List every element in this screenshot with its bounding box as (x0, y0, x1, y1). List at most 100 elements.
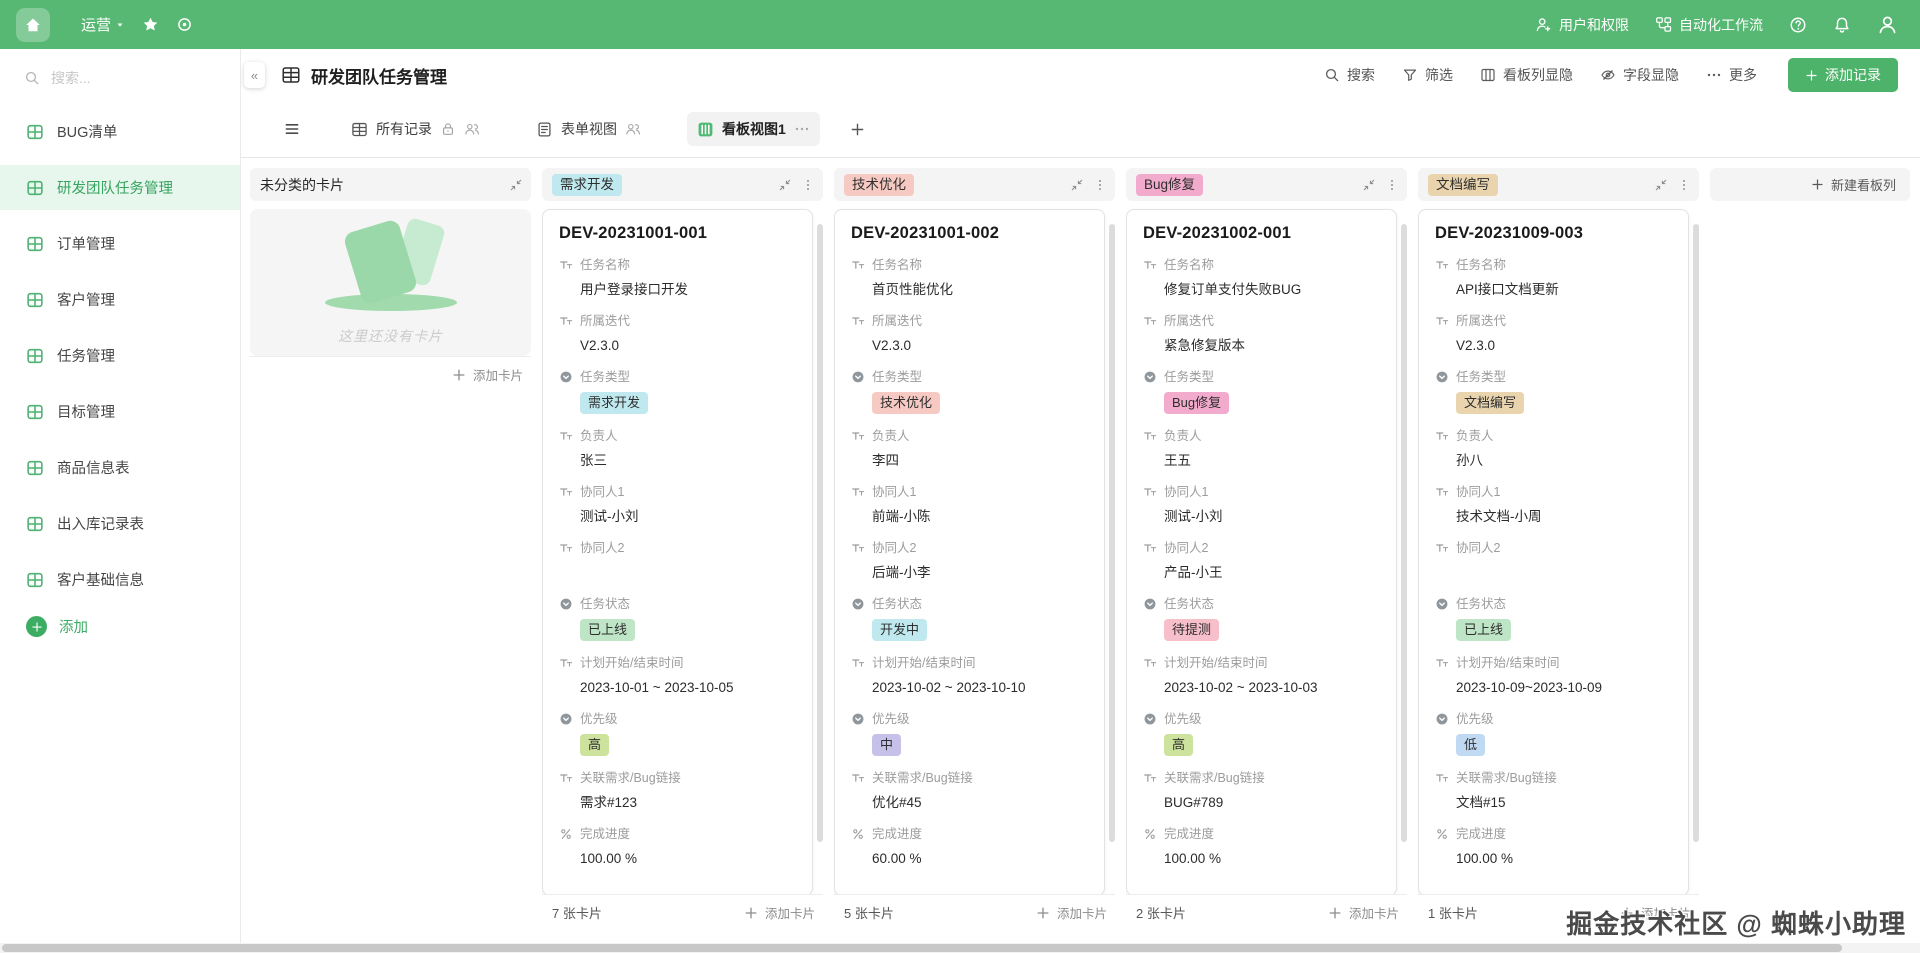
sidebar-item[interactable]: 客户管理 (0, 277, 240, 322)
card-field: 协同人2 (1435, 540, 1672, 582)
sidebar-item[interactable]: 客户基础信息 (0, 557, 240, 602)
view-tab[interactable]: 看板视图1 (687, 112, 820, 146)
column-footer: 1 张卡片 添加卡片 (1418, 894, 1699, 930)
select-field-icon (1435, 597, 1449, 611)
view-tab[interactable]: 所有记录 (341, 112, 490, 146)
task-card[interactable]: DEV-20231002-001 任务名称 修复订单支付失败BUG 所属迭代 紧急修复版… (1126, 209, 1397, 894)
field-label: 任务状态 (1164, 597, 1215, 611)
task-card[interactable]: DEV-20231001-001 任务名称 用户登录接口开发 所属迭代 V2.3.0 任务… (542, 209, 813, 894)
collapse-column-icon[interactable] (509, 178, 523, 192)
lock-icon[interactable] (440, 121, 456, 137)
add-card-label: 添加卡片 (1056, 907, 1107, 921)
field-label: 计划开始/结束时间 (580, 656, 684, 670)
sidebar-item[interactable]: 目标管理 (0, 389, 240, 434)
field-label: 计划开始/结束时间 (872, 656, 976, 670)
topbar-menu-item[interactable]: 自动化工作流 (1655, 15, 1763, 35)
vertical-scrollbar-thumb[interactable] (817, 224, 823, 842)
sidebar-item-label: 目标管理 (57, 405, 115, 421)
user-avatar[interactable] (1877, 14, 1898, 35)
view-tab[interactable]: 表单视图 (526, 112, 651, 146)
toolbar-more-button[interactable]: 更多 (1706, 65, 1757, 85)
search-input[interactable] (51, 70, 191, 86)
card-field: 完成进度 100.00 % (1143, 826, 1380, 868)
sidebar-item[interactable]: 任务管理 (0, 333, 240, 378)
chevron-down-icon (115, 20, 125, 30)
more-icon[interactable] (794, 121, 810, 137)
field-value: 文档#15 (1456, 795, 1506, 810)
column-menu-icon[interactable] (1677, 178, 1691, 192)
task-card[interactable]: DEV-20231009-003 任务名称 API接口文档更新 所属迭代 V2.3.0 任… (1418, 209, 1689, 894)
workspace-settings-button[interactable] (176, 16, 193, 33)
add-record-button[interactable]: 添加记录 (1788, 58, 1898, 92)
sidebar-item[interactable]: 订单管理 (0, 221, 240, 266)
column-menu-icon[interactable] (1093, 178, 1107, 192)
plus-icon (1805, 69, 1818, 82)
card-field: 关联需求/Bug链接 需求#123 (559, 770, 796, 812)
column-title-chip: Bug修复 (1136, 173, 1204, 196)
sidebar-item[interactable]: 商品信息表 (0, 445, 240, 490)
add-card-button[interactable]: 添加卡片 (1328, 903, 1399, 922)
field-value: 产品-小王 (1164, 565, 1223, 580)
select-field-icon (1143, 370, 1157, 384)
field-value: 低 (1456, 734, 1672, 756)
field-value: 紧急修复版本 (1164, 338, 1245, 353)
add-card-button[interactable]: 添加卡片 (744, 903, 815, 922)
toolbar-board-button[interactable]: 看板列显隐 (1480, 65, 1573, 85)
people-icon[interactable] (625, 121, 641, 137)
vertical-scrollbar-thumb[interactable] (1693, 224, 1699, 842)
column-menu-icon[interactable] (801, 178, 815, 192)
views-menu-button[interactable] (283, 120, 301, 138)
search-icon (24, 70, 40, 86)
help-button[interactable] (1789, 16, 1807, 34)
add-card-button[interactable]: 添加卡片 (1036, 903, 1107, 922)
toolbar-search-button[interactable]: 搜索 (1324, 65, 1375, 85)
toolbar-filter-button[interactable]: 筛选 (1402, 65, 1453, 85)
workspace-switcher[interactable]: 运营 (81, 14, 125, 35)
add-view-button[interactable] (850, 122, 865, 137)
card-title: DEV-20231001-002 (851, 224, 1000, 242)
kanban-column-header: 需求开发 (542, 168, 823, 201)
sidebar-item[interactable]: 出入库记录表 (0, 501, 240, 546)
kanban-column-header: 未分类的卡片 (250, 168, 531, 201)
field-value: 60.00 % (872, 851, 922, 866)
field-label: 任务类型 (1456, 370, 1507, 384)
collapse-sidebar-button[interactable]: « (244, 62, 265, 88)
home-button[interactable] (16, 7, 50, 42)
collapse-column-icon[interactable] (1654, 178, 1668, 192)
collapse-column-icon[interactable] (1362, 178, 1376, 192)
table-icon (26, 403, 44, 421)
field-label: 计划开始/结束时间 (1456, 656, 1560, 670)
notifications-button[interactable] (1833, 16, 1851, 34)
topbar-menu-item[interactable]: 用户和权限 (1535, 15, 1629, 35)
field-value: 张三 (580, 453, 607, 468)
field-value: 前端-小陈 (872, 509, 931, 524)
task-card[interactable]: DEV-20231001-002 任务名称 首页性能优化 所属迭代 V2.3.0 任务类型… (834, 209, 1105, 894)
favorite-star-button[interactable] (142, 16, 159, 33)
add-table-button[interactable]: 添加 (0, 616, 240, 637)
toolbar-action-label: 更多 (1729, 67, 1757, 83)
add-card-button[interactable]: 添加卡片 (1620, 903, 1691, 922)
field-value: V2.3.0 (580, 338, 620, 353)
vertical-scrollbar-thumb[interactable] (1109, 224, 1115, 842)
vertical-scrollbar-thumb[interactable] (1401, 224, 1407, 842)
text-field-icon (1435, 656, 1449, 670)
sidebar-item[interactable]: BUG清单 (0, 109, 240, 154)
field-value-chip: 高 (1164, 734, 1194, 756)
percent-field-icon (559, 827, 573, 841)
people-icon[interactable] (464, 121, 480, 137)
add-card-button[interactable]: 添加卡片 (452, 365, 523, 384)
toolbar-eye-off-button[interactable]: 字段显隐 (1600, 65, 1679, 85)
add-card-label: 添加卡片 (472, 369, 523, 383)
sidebar-item[interactable]: 研发团队任务管理 (0, 165, 240, 210)
horizontal-scrollbar-thumb[interactable] (2, 944, 1842, 952)
field-label: 负责人 (580, 429, 618, 443)
collapse-column-icon[interactable] (1070, 178, 1084, 192)
new-kanban-column-button[interactable]: 新建看板列 (1710, 168, 1910, 201)
card-field: 任务状态 已上线 (559, 596, 796, 641)
collapse-column-icon[interactable] (778, 178, 792, 192)
plus-circle-icon (26, 616, 47, 637)
column-menu-icon[interactable] (1385, 178, 1399, 192)
card-field: 负责人 李四 (851, 428, 1088, 470)
sidebar-search[interactable] (0, 53, 240, 103)
card-field: 关联需求/Bug链接 优化#45 (851, 770, 1088, 812)
